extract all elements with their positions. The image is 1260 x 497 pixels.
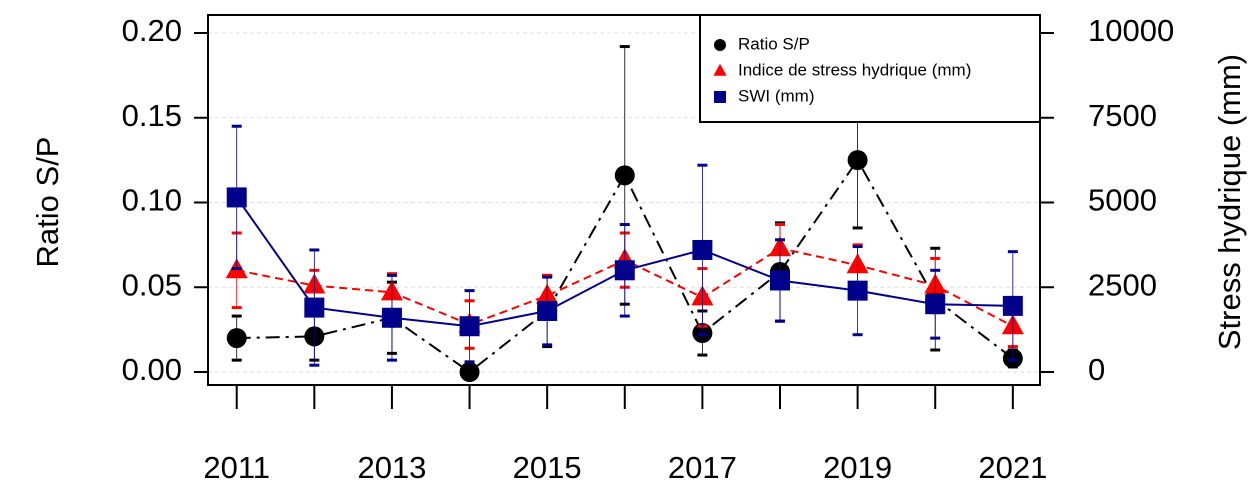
legend-box [699,14,1041,123]
y-tick-label: 0.20 [122,13,182,48]
legend-marker [714,91,726,103]
point [226,187,247,208]
point [537,300,558,321]
x-tick-label: 2017 [668,450,737,485]
point [614,165,635,186]
x-tick-label: 2019 [823,450,892,485]
legend-label: Ratio S/P [738,34,810,53]
plot-frame [207,14,1041,386]
point [925,294,946,315]
x-tick-label: 2015 [513,450,582,485]
legend-label: Indice de stress hydrique (mm) [738,60,971,79]
y2-tick-label: 0 [1088,352,1105,387]
x-tick-label: 2011 [203,450,270,485]
point [304,297,325,318]
point [381,307,402,328]
point [770,270,790,291]
y-tick-label: 0.00 [122,352,182,387]
x-tick-label: 2013 [357,450,426,485]
y-axis-label: Ratio S/P [30,137,65,268]
point [226,328,247,349]
point [614,260,635,281]
y2-tick-label: 10000 [1088,13,1174,48]
y2-tick-label: 7500 [1088,98,1157,133]
y2-axis-label: Stress hydrique (mm) [1212,54,1247,350]
y2-tick-label: 2500 [1088,267,1157,302]
series-line [236,158,1014,374]
point [692,239,713,260]
x-tick-label: 2021 [978,450,1047,485]
y-tick-label: 0.10 [122,183,182,218]
y2-tick-label: 5000 [1088,183,1157,218]
legend-marker [713,63,727,76]
point [1002,295,1023,316]
legend-label: SWI (mm) [738,86,814,105]
point [847,150,868,171]
y-tick-label: 0.05 [122,267,182,302]
point [459,362,480,382]
y-tick-label: 0.15 [122,98,182,133]
point [847,280,868,301]
legend-marker [714,39,726,51]
point [459,316,480,337]
